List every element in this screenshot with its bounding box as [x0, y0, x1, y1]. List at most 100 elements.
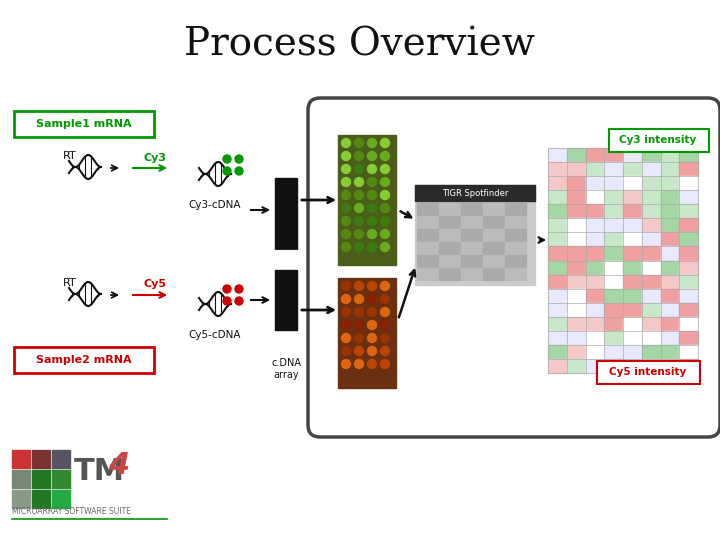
Circle shape: [380, 347, 390, 355]
Bar: [642, 260, 660, 274]
Bar: [585, 162, 604, 176]
Bar: [585, 274, 604, 288]
Bar: [679, 260, 698, 274]
Bar: [623, 260, 642, 274]
Text: Cy5: Cy5: [143, 279, 166, 289]
Bar: [642, 246, 660, 260]
Bar: [679, 204, 698, 218]
Bar: [567, 260, 585, 274]
Circle shape: [354, 294, 364, 303]
Circle shape: [341, 347, 351, 355]
Text: Process Overview: Process Overview: [184, 26, 536, 64]
Circle shape: [354, 178, 364, 186]
Bar: [604, 317, 623, 330]
Bar: [548, 331, 566, 345]
Circle shape: [341, 281, 351, 291]
Bar: [548, 288, 566, 302]
Text: Cy3-cDNA: Cy3-cDNA: [189, 200, 241, 210]
Bar: [567, 331, 585, 345]
Circle shape: [367, 281, 377, 291]
Bar: [567, 359, 585, 373]
Bar: [505, 268, 526, 280]
Text: MICROARRAY SOFTWARE SUITE: MICROARRAY SOFTWARE SUITE: [12, 508, 131, 516]
Bar: [604, 232, 623, 246]
Bar: [623, 232, 642, 246]
Circle shape: [223, 285, 231, 293]
Bar: [660, 148, 679, 161]
Bar: [461, 268, 482, 280]
Bar: [585, 359, 604, 373]
Bar: [52, 470, 70, 488]
Circle shape: [341, 334, 351, 342]
Bar: [642, 345, 660, 359]
Bar: [604, 162, 623, 176]
Bar: [660, 345, 679, 359]
Bar: [415, 185, 535, 201]
Bar: [417, 203, 438, 215]
Bar: [623, 317, 642, 330]
Bar: [623, 162, 642, 176]
Bar: [567, 274, 585, 288]
Bar: [642, 190, 660, 204]
Bar: [483, 255, 504, 267]
Bar: [52, 450, 70, 468]
Circle shape: [380, 165, 390, 173]
Bar: [439, 268, 460, 280]
Bar: [679, 190, 698, 204]
Bar: [585, 246, 604, 260]
Bar: [679, 246, 698, 260]
Circle shape: [367, 307, 377, 316]
Bar: [642, 331, 660, 345]
Bar: [439, 242, 460, 254]
Bar: [585, 190, 604, 204]
Bar: [679, 148, 698, 161]
Bar: [439, 229, 460, 241]
Bar: [417, 268, 438, 280]
Bar: [604, 218, 623, 232]
Bar: [585, 345, 604, 359]
Bar: [660, 274, 679, 288]
Bar: [417, 242, 438, 254]
Bar: [567, 162, 585, 176]
Circle shape: [367, 204, 377, 213]
Bar: [548, 176, 566, 190]
Bar: [548, 204, 566, 218]
Bar: [415, 185, 535, 285]
Bar: [461, 229, 482, 241]
Bar: [642, 176, 660, 190]
Circle shape: [354, 152, 364, 160]
Bar: [585, 260, 604, 274]
Circle shape: [367, 217, 377, 226]
Bar: [604, 303, 623, 316]
Circle shape: [380, 307, 390, 316]
Circle shape: [235, 285, 243, 293]
Bar: [505, 242, 526, 254]
Circle shape: [367, 138, 377, 147]
Bar: [567, 190, 585, 204]
Circle shape: [354, 347, 364, 355]
Circle shape: [380, 360, 390, 368]
Bar: [483, 242, 504, 254]
Bar: [567, 288, 585, 302]
Bar: [623, 303, 642, 316]
Bar: [505, 203, 526, 215]
Circle shape: [367, 230, 377, 239]
Circle shape: [367, 360, 377, 368]
Bar: [548, 232, 566, 246]
Circle shape: [380, 191, 390, 199]
Circle shape: [380, 281, 390, 291]
Circle shape: [380, 138, 390, 147]
Bar: [483, 229, 504, 241]
Circle shape: [380, 242, 390, 252]
Circle shape: [380, 321, 390, 329]
Bar: [548, 148, 698, 373]
Text: Cy3 intensity: Cy3 intensity: [619, 135, 697, 145]
Circle shape: [367, 178, 377, 186]
Text: Cy3: Cy3: [143, 153, 166, 163]
Circle shape: [354, 307, 364, 316]
Bar: [548, 148, 566, 161]
Bar: [623, 176, 642, 190]
Bar: [548, 317, 566, 330]
Circle shape: [235, 155, 243, 163]
Circle shape: [367, 165, 377, 173]
